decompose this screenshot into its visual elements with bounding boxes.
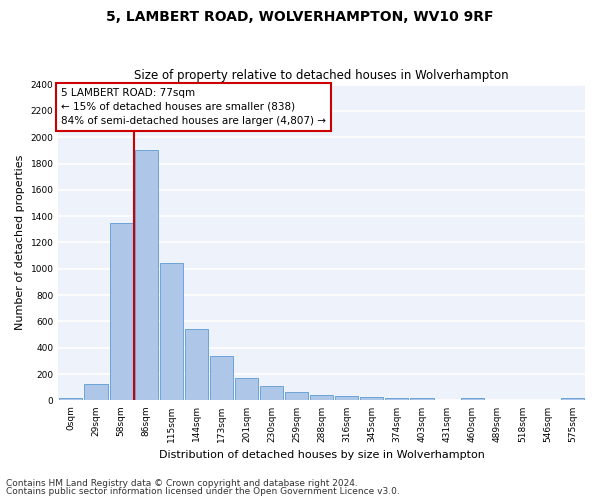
Text: Contains public sector information licensed under the Open Government Licence v3: Contains public sector information licen… xyxy=(6,487,400,496)
Bar xyxy=(461,398,484,400)
Bar xyxy=(385,398,409,400)
Bar xyxy=(285,392,308,400)
Bar xyxy=(210,356,233,401)
Bar xyxy=(235,378,258,400)
Bar xyxy=(85,384,107,400)
Bar xyxy=(260,386,283,400)
Text: 5 LAMBERT ROAD: 77sqm
← 15% of detached houses are smaller (838)
84% of semi-det: 5 LAMBERT ROAD: 77sqm ← 15% of detached … xyxy=(61,88,326,126)
Bar xyxy=(310,395,333,400)
Y-axis label: Number of detached properties: Number of detached properties xyxy=(15,155,25,330)
Text: Contains HM Land Registry data © Crown copyright and database right 2024.: Contains HM Land Registry data © Crown c… xyxy=(6,478,358,488)
Bar xyxy=(361,397,383,400)
Bar xyxy=(134,150,158,400)
Bar xyxy=(410,398,434,400)
Text: 5, LAMBERT ROAD, WOLVERHAMPTON, WV10 9RF: 5, LAMBERT ROAD, WOLVERHAMPTON, WV10 9RF xyxy=(106,10,494,24)
Bar xyxy=(335,396,358,400)
Title: Size of property relative to detached houses in Wolverhampton: Size of property relative to detached ho… xyxy=(134,69,509,82)
Bar xyxy=(160,263,183,400)
Bar xyxy=(185,328,208,400)
Bar xyxy=(110,223,133,400)
Bar xyxy=(561,398,584,400)
Bar xyxy=(59,398,82,400)
X-axis label: Distribution of detached houses by size in Wolverhampton: Distribution of detached houses by size … xyxy=(159,450,485,460)
